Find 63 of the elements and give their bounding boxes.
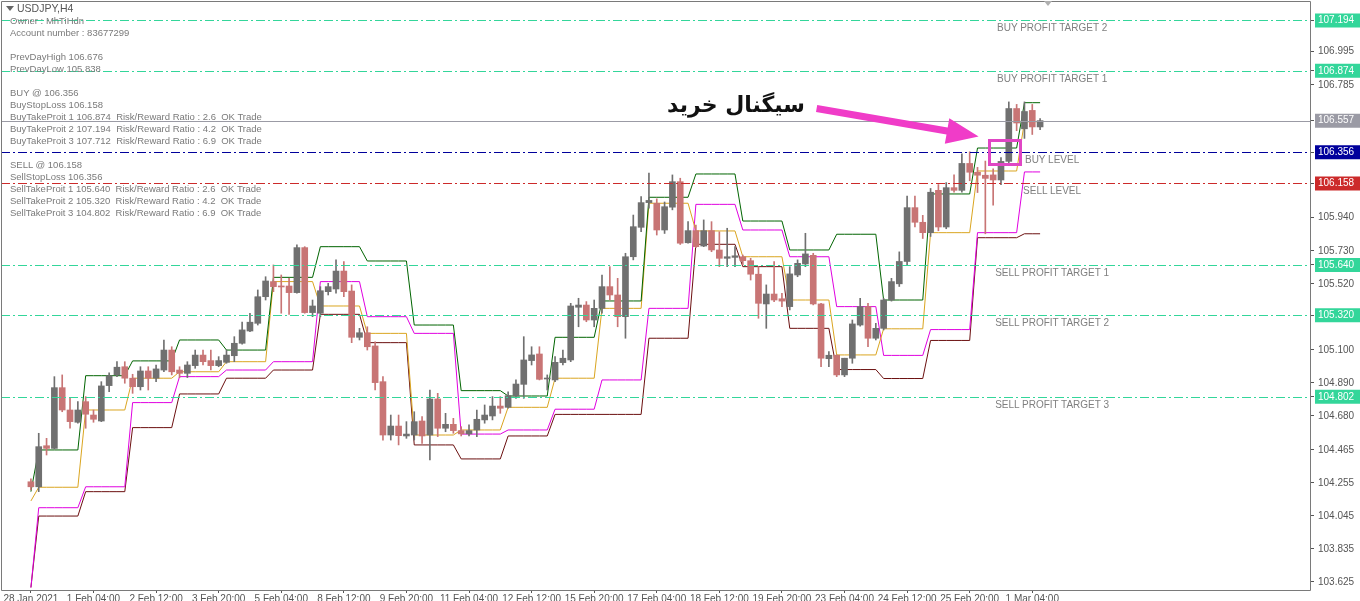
ref-line-label: BUY PROFIT TARGET 1: [996, 72, 1108, 84]
annotation: BuyTakeProit 2 107.194 Risk/Reward Ratio : 4.2 OK Trade: [10, 123, 262, 135]
x-tick-label: 1 Mar 04:00: [1005, 592, 1060, 601]
x-tick-label: 23 Feb 04:00: [815, 592, 875, 601]
y-tick-label: 103.835: [1318, 542, 1355, 554]
x-tick-label: 15 Feb 20:00: [564, 592, 625, 601]
y-tick-label: 107.194: [1318, 14, 1355, 26]
y-tick-label: 104.802: [1318, 390, 1355, 402]
x-tick-label: 25 Feb 20:00: [940, 592, 1000, 601]
y-tick-label: 104.255: [1318, 476, 1355, 488]
annotation: BuyTakeProit 1 106.874 Risk/Reward Ratio : 2.6 OK Trade: [10, 111, 262, 123]
annotation: SellTakeProit 2 105.320 Risk/Reward Ratio : 4.2 OK Trade: [10, 195, 262, 207]
candlestick: [778, 292, 786, 307]
x-tick-label: 28 Jan 2021: [3, 592, 59, 601]
candlestick: [496, 396, 504, 414]
x-tick-label: 3 Feb 20:00: [191, 592, 246, 601]
candlestick: [762, 284, 770, 329]
x-tick-label: 1 Feb 04:00: [66, 592, 121, 601]
x-tick-label: 9 Feb 20:00: [379, 592, 434, 601]
x-tick-label: 5 Feb 04:00: [254, 592, 309, 601]
ref-line-label: BUY LEVEL: [1024, 154, 1080, 166]
x-tick-label: 17 Feb 04:00: [627, 592, 687, 601]
y-tick-label: 106.158: [1318, 177, 1355, 189]
y-tick-label: 106.785: [1318, 78, 1355, 90]
annotation: BuyStopLoss 106.158: [10, 99, 103, 111]
ref-line-label: SELL PROFIT TARGET 1: [995, 266, 1110, 278]
ref-line-label: BUY PROFIT TARGET 2: [996, 22, 1108, 34]
y-tick-label: 105.940: [1318, 211, 1355, 223]
y-tick-label: 106.874: [1318, 64, 1355, 76]
x-tick-label: 8 Feb 12:00: [317, 592, 371, 601]
annotation: PrevDayHigh 106.676: [10, 51, 103, 63]
annotation: BUY @ 106.356: [10, 87, 79, 99]
annotation: SellTakeProit 1 105.640 Risk/Reward Ratio : 2.6 OK Trade: [10, 183, 262, 195]
chart-title: USDJPY,H4: [17, 2, 74, 15]
ref-line-label: SELL PROFIT TARGET 3: [995, 398, 1110, 410]
x-tick-label: 18 Feb 12:00: [689, 592, 750, 601]
annotation: SELL @ 106.158: [10, 159, 83, 171]
y-tick-label: 104.045: [1318, 509, 1355, 521]
x-tick-label: 11 Feb 04:00: [439, 592, 499, 601]
annotation: BuyTakeProit 3 107.712 Risk/Reward Ratio : 6.9 OK Trade: [10, 135, 262, 147]
y-tick-label: 106.995: [1318, 45, 1355, 57]
ref-line-label: SELL LEVEL: [1023, 185, 1082, 197]
y-tick-label: 105.520: [1318, 277, 1355, 289]
x-tick-label: 19 Feb 20:00: [752, 592, 812, 601]
y-tick-label: 104.465: [1318, 443, 1355, 455]
y-tick-label: 106.557: [1318, 114, 1355, 126]
y-tick-label: 105.730: [1318, 244, 1355, 256]
annotation: SellStopLoss 106.356: [10, 171, 103, 183]
annotation: SellTakeProit 3 104.802 Risk/Reward Ratio : 6.9 OK Trade: [10, 207, 262, 219]
x-tick-label: 24 Feb 12:00: [877, 592, 938, 601]
y-tick-label: 103.625: [1318, 575, 1355, 587]
y-tick-label: 105.320: [1318, 309, 1355, 321]
x-tick-label: 12 Feb 12:00: [502, 592, 562, 601]
x-tick-label: 2 Feb 12:00: [129, 592, 184, 601]
y-tick-label: 105.100: [1318, 343, 1355, 355]
candlestick: [645, 172, 653, 209]
y-tick-label: 106.356: [1318, 146, 1355, 158]
y-tick-label: 104.680: [1318, 409, 1355, 421]
y-tick-label: 105.640: [1318, 258, 1355, 270]
annotation: سیگنال خرید: [667, 91, 805, 119]
annotation: Account number : 83677299: [10, 27, 130, 39]
y-tick-label: 104.890: [1318, 376, 1355, 388]
ref-line-label: SELL PROFIT TARGET 2: [995, 317, 1110, 329]
